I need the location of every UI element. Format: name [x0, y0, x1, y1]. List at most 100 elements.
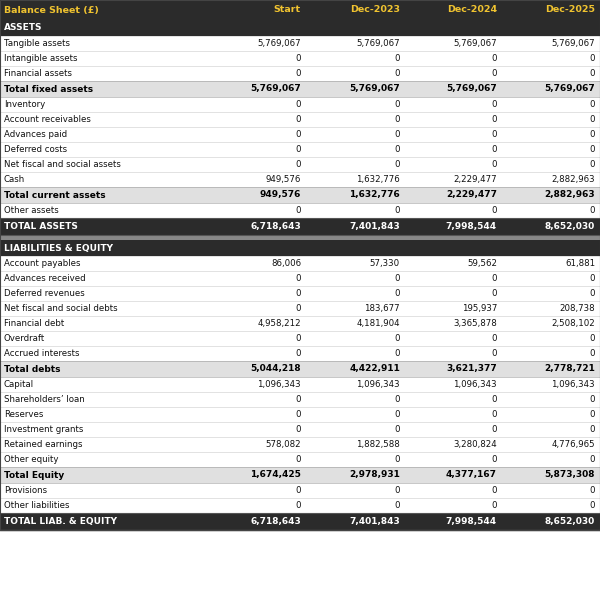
Text: 0: 0 — [491, 206, 497, 215]
Bar — [0, 271, 600, 286]
Text: 0: 0 — [589, 289, 595, 298]
Text: 0: 0 — [296, 206, 301, 215]
Text: 0: 0 — [491, 289, 497, 298]
Text: Total Equity: Total Equity — [4, 471, 64, 480]
Text: ASSETS: ASSETS — [4, 24, 43, 33]
Text: 4,958,212: 4,958,212 — [257, 319, 301, 328]
Text: 0: 0 — [296, 54, 301, 63]
Text: 0: 0 — [491, 501, 497, 510]
Text: 0: 0 — [589, 486, 595, 495]
Text: 5,769,067: 5,769,067 — [544, 85, 595, 94]
Text: 0: 0 — [395, 145, 400, 154]
Text: 5,769,067: 5,769,067 — [454, 39, 497, 48]
Text: 0: 0 — [395, 410, 400, 419]
Text: 6,718,643: 6,718,643 — [250, 517, 301, 526]
Bar — [0, 66, 600, 81]
Text: 8,652,030: 8,652,030 — [545, 222, 595, 231]
Text: 0: 0 — [589, 145, 595, 154]
Text: 0: 0 — [395, 206, 400, 215]
Text: 4,422,911: 4,422,911 — [349, 365, 400, 374]
Text: 0: 0 — [296, 304, 301, 313]
Text: Investment grants: Investment grants — [4, 425, 83, 434]
Text: 0: 0 — [491, 425, 497, 434]
Text: 0: 0 — [395, 160, 400, 169]
Text: 0: 0 — [491, 410, 497, 419]
Bar — [0, 20, 600, 36]
Text: 7,401,843: 7,401,843 — [349, 517, 400, 526]
Text: 1,096,343: 1,096,343 — [257, 380, 301, 389]
Text: 0: 0 — [395, 69, 400, 78]
Text: 5,873,308: 5,873,308 — [545, 471, 595, 480]
Text: TOTAL LIAB. & EQUITY: TOTAL LIAB. & EQUITY — [4, 517, 117, 526]
Text: 0: 0 — [589, 206, 595, 215]
Text: 0: 0 — [296, 486, 301, 495]
Text: 0: 0 — [491, 69, 497, 78]
Text: 578,082: 578,082 — [265, 440, 301, 449]
Text: Financial assets: Financial assets — [4, 69, 72, 78]
Text: 59,562: 59,562 — [467, 259, 497, 268]
Text: 0: 0 — [395, 115, 400, 124]
Text: 7,998,544: 7,998,544 — [446, 222, 497, 231]
Text: Overdraft: Overdraft — [4, 334, 45, 343]
Text: 0: 0 — [491, 145, 497, 154]
Bar — [0, 256, 600, 271]
Text: LIABILITIES & EQUITY: LIABILITIES & EQUITY — [4, 243, 113, 253]
Bar — [0, 172, 600, 187]
Text: 0: 0 — [395, 455, 400, 464]
Bar — [0, 142, 600, 157]
Text: 8,652,030: 8,652,030 — [545, 517, 595, 526]
Text: 0: 0 — [491, 395, 497, 404]
Text: 0: 0 — [491, 349, 497, 358]
Bar — [0, 81, 600, 97]
Bar — [0, 97, 600, 112]
Text: 0: 0 — [589, 100, 595, 109]
Text: 2,508,102: 2,508,102 — [551, 319, 595, 328]
Bar — [0, 157, 600, 172]
Text: 0: 0 — [491, 274, 497, 283]
Text: 0: 0 — [589, 395, 595, 404]
Text: Other equity: Other equity — [4, 455, 59, 464]
Text: 2,229,477: 2,229,477 — [446, 191, 497, 200]
Bar — [0, 452, 600, 467]
Text: 0: 0 — [296, 130, 301, 139]
Text: 2,882,963: 2,882,963 — [544, 191, 595, 200]
Text: 7,401,843: 7,401,843 — [349, 222, 400, 231]
Text: 0: 0 — [589, 69, 595, 78]
Bar — [0, 467, 600, 483]
Text: 1,632,776: 1,632,776 — [356, 175, 400, 184]
Text: 0: 0 — [296, 145, 301, 154]
Text: Deferred revenues: Deferred revenues — [4, 289, 85, 298]
Text: 949,576: 949,576 — [266, 175, 301, 184]
Text: Financial debt: Financial debt — [4, 319, 64, 328]
Bar — [0, 346, 600, 361]
Text: 0: 0 — [491, 486, 497, 495]
Text: 0: 0 — [589, 130, 595, 139]
Text: 2,229,477: 2,229,477 — [454, 175, 497, 184]
Text: 0: 0 — [395, 130, 400, 139]
Text: 1,882,588: 1,882,588 — [356, 440, 400, 449]
Text: 1,096,343: 1,096,343 — [454, 380, 497, 389]
Text: Intangible assets: Intangible assets — [4, 54, 77, 63]
Bar — [0, 187, 600, 203]
Text: 3,280,824: 3,280,824 — [453, 440, 497, 449]
Text: 0: 0 — [491, 100, 497, 109]
Text: Balance Sheet (£): Balance Sheet (£) — [4, 5, 99, 14]
Text: 3,365,878: 3,365,878 — [453, 319, 497, 328]
Text: Deferred costs: Deferred costs — [4, 145, 67, 154]
Text: 2,882,963: 2,882,963 — [551, 175, 595, 184]
Text: 5,769,067: 5,769,067 — [250, 85, 301, 94]
Text: 1,096,343: 1,096,343 — [356, 380, 400, 389]
Text: 0: 0 — [491, 54, 497, 63]
Text: 0: 0 — [296, 334, 301, 343]
Text: 61,881: 61,881 — [565, 259, 595, 268]
Text: 0: 0 — [395, 289, 400, 298]
Text: 0: 0 — [296, 274, 301, 283]
Text: 2,978,931: 2,978,931 — [349, 471, 400, 480]
Text: 0: 0 — [589, 425, 595, 434]
Text: 208,738: 208,738 — [559, 304, 595, 313]
Bar — [0, 513, 600, 530]
Text: 0: 0 — [296, 501, 301, 510]
Text: 0: 0 — [395, 334, 400, 343]
Text: 0: 0 — [395, 395, 400, 404]
Bar — [0, 498, 600, 513]
